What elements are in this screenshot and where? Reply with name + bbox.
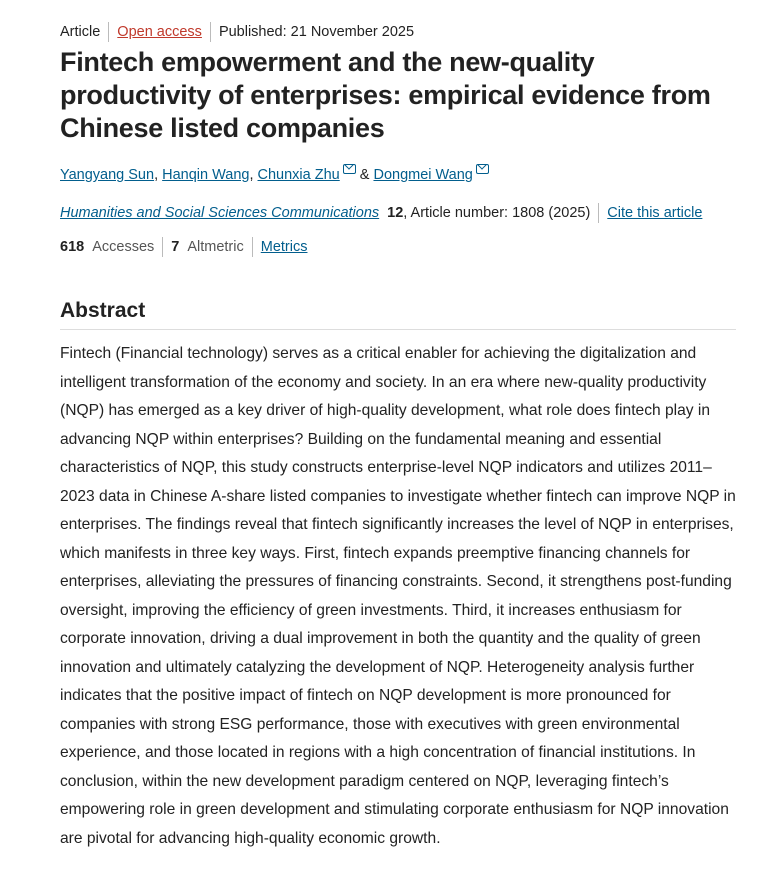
article-type: Article <box>60 24 101 40</box>
author-link[interactable]: Yangyang Sun <box>60 167 155 183</box>
journal-name: Humanities and Social Sciences Communica… <box>60 205 380 221</box>
email-icon[interactable] <box>342 164 356 174</box>
article-metrics: 618 Accesses 7 Altmetric Metrics <box>60 237 736 257</box>
altmetric-label: Altmetric <box>187 239 244 255</box>
journal-link[interactable]: Humanities and Social Sciences Communica… <box>60 205 379 221</box>
author-list: Yangyang Sun, Hanqin Wang, Chunxia Zhu &… <box>60 164 736 183</box>
author-separator: , <box>249 167 258 183</box>
article-header: Article Open access Published: 21 Novemb… <box>60 20 736 869</box>
author-link[interactable]: Dongmei Wang <box>373 167 473 183</box>
divider <box>251 237 253 257</box>
author-separator: , <box>154 167 163 183</box>
author-link[interactable]: Hanqin Wang <box>162 167 250 183</box>
metrics-link[interactable]: Metrics <box>260 239 308 255</box>
published-date: Published: 21 November 2025 <box>218 24 415 40</box>
divider <box>108 22 110 42</box>
abstract-text: Fintech (Financial technology) serves as… <box>60 345 736 847</box>
article-title: Fintech empowerment and the new-quality … <box>60 47 711 143</box>
divider <box>598 203 600 223</box>
cite-this-article-link[interactable]: Cite this article <box>607 205 703 221</box>
accesses-label: Accesses <box>92 239 155 255</box>
journal-info: Humanities and Social Sciences Communica… <box>60 203 736 223</box>
divider <box>209 22 211 42</box>
open-access-link[interactable]: Open access <box>117 24 202 40</box>
abstract-heading: Abstract <box>60 299 736 330</box>
author-link[interactable]: Chunxia Zhu <box>257 167 340 183</box>
article-meta: Article Open access Published: 21 Novemb… <box>60 20 736 44</box>
divider <box>162 237 164 257</box>
author-separator: & <box>355 167 374 183</box>
volume: 12 <box>387 205 404 221</box>
accesses-count: 618 <box>60 239 85 255</box>
altmetric-count: 7 <box>171 239 180 255</box>
article-number: , Article number: 1808 (2025) <box>403 205 591 221</box>
email-icon[interactable] <box>475 164 489 174</box>
